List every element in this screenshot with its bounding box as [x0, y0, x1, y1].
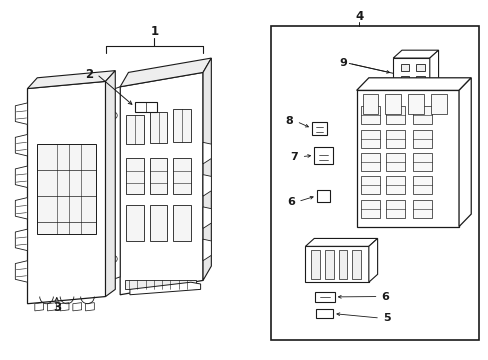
Bar — [325, 250, 333, 279]
Bar — [412, 130, 431, 148]
Bar — [173, 109, 190, 142]
Bar — [126, 205, 144, 241]
Bar — [360, 107, 379, 125]
Bar — [385, 130, 405, 148]
Polygon shape — [15, 134, 27, 156]
Bar — [173, 158, 190, 194]
Polygon shape — [47, 303, 56, 311]
Polygon shape — [368, 238, 377, 282]
Bar — [430, 94, 446, 114]
Text: 6: 6 — [286, 197, 294, 207]
Polygon shape — [429, 50, 438, 89]
Polygon shape — [85, 303, 94, 311]
Polygon shape — [305, 238, 377, 246]
Bar — [314, 147, 332, 164]
Bar — [135, 102, 157, 112]
Polygon shape — [203, 207, 211, 228]
Bar — [150, 205, 167, 241]
Polygon shape — [110, 87, 120, 280]
Bar — [271, 26, 478, 339]
Bar — [385, 107, 405, 125]
Bar — [360, 200, 379, 218]
Bar — [126, 158, 144, 194]
Bar — [351, 250, 360, 279]
Bar — [150, 112, 167, 143]
Text: 3: 3 — [53, 301, 61, 314]
Text: 5: 5 — [383, 313, 390, 323]
Bar — [385, 200, 405, 218]
Polygon shape — [105, 71, 115, 297]
Polygon shape — [15, 229, 27, 251]
Polygon shape — [203, 239, 211, 261]
Bar — [392, 58, 429, 89]
Polygon shape — [130, 282, 200, 295]
Polygon shape — [27, 81, 105, 304]
Bar — [150, 158, 167, 194]
Polygon shape — [35, 303, 43, 311]
Polygon shape — [73, 303, 81, 311]
Polygon shape — [60, 303, 69, 311]
Bar — [311, 250, 320, 279]
Bar — [360, 130, 379, 148]
Polygon shape — [15, 261, 27, 282]
Bar — [412, 107, 431, 125]
Text: 9: 9 — [338, 58, 346, 68]
Polygon shape — [203, 142, 211, 164]
Ellipse shape — [111, 256, 117, 262]
Polygon shape — [15, 166, 27, 188]
Bar — [311, 122, 327, 135]
Bar — [360, 176, 379, 194]
Polygon shape — [15, 198, 27, 219]
Polygon shape — [27, 71, 115, 89]
Bar — [400, 64, 408, 71]
Bar — [126, 116, 144, 144]
Bar — [385, 94, 400, 114]
Bar — [316, 190, 330, 202]
Polygon shape — [120, 58, 211, 87]
Text: 8: 8 — [285, 116, 293, 126]
Text: 6: 6 — [380, 292, 388, 302]
Bar — [315, 292, 334, 302]
Ellipse shape — [111, 112, 117, 119]
Polygon shape — [120, 72, 203, 295]
Bar — [415, 64, 424, 71]
Polygon shape — [458, 78, 470, 226]
Bar — [305, 246, 368, 282]
Bar — [385, 176, 405, 194]
Text: 4: 4 — [354, 10, 363, 23]
Bar — [385, 153, 405, 171]
Bar — [37, 144, 96, 234]
Bar — [407, 94, 423, 114]
Polygon shape — [392, 50, 438, 58]
Text: 1: 1 — [150, 25, 158, 38]
Polygon shape — [203, 58, 211, 280]
Bar — [356, 90, 458, 226]
Bar — [125, 280, 195, 289]
Bar — [412, 200, 431, 218]
Bar — [173, 205, 190, 241]
Bar — [338, 250, 346, 279]
Bar — [362, 94, 377, 114]
Bar — [360, 153, 379, 171]
Polygon shape — [356, 78, 470, 90]
Polygon shape — [203, 175, 211, 196]
Bar — [412, 176, 431, 194]
Text: 7: 7 — [290, 152, 298, 162]
Polygon shape — [15, 103, 27, 125]
Bar — [415, 76, 424, 82]
Bar — [400, 76, 408, 82]
Bar — [412, 153, 431, 171]
Text: 2: 2 — [85, 68, 93, 81]
Bar — [316, 309, 332, 318]
